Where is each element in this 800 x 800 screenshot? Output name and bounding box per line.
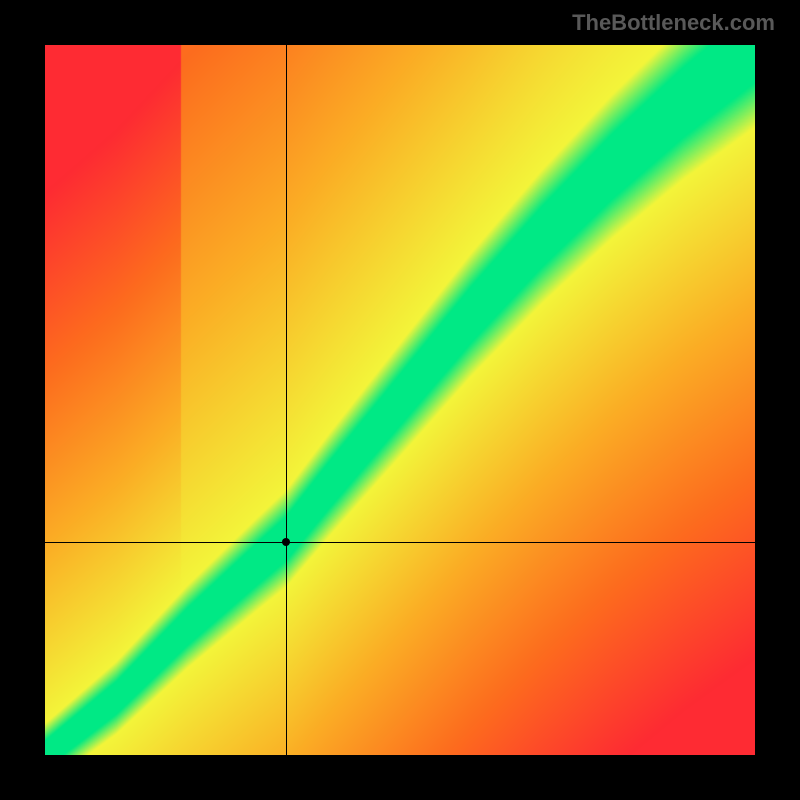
crosshair-vertical [286,45,287,755]
crosshair-horizontal [45,542,755,543]
watermark-text: TheBottleneck.com [572,10,775,36]
heatmap-plot-area [45,45,755,755]
marker-dot [282,538,290,546]
heatmap-canvas [45,45,755,755]
